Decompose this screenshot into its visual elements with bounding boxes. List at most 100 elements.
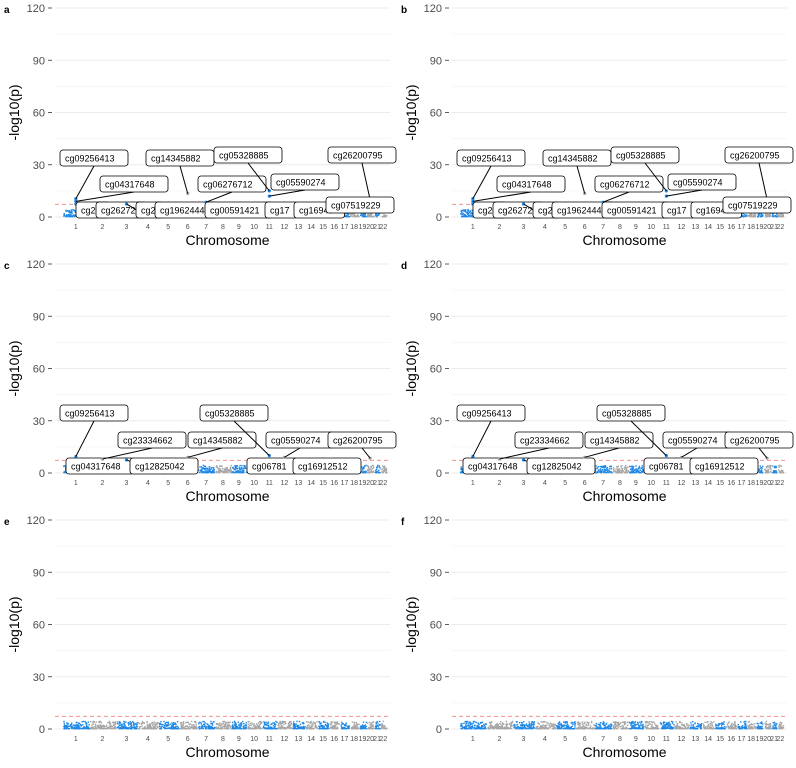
data-point: [229, 467, 232, 470]
data-point: [765, 214, 768, 216]
annotation-label: cg05328885: [219, 151, 269, 161]
data-point: [243, 467, 245, 470]
annotation-label: cg07519229: [331, 201, 381, 211]
annotation-label: cg05590274: [673, 178, 723, 188]
data-point: [363, 214, 365, 216]
data-point: [205, 471, 207, 473]
data-point: [468, 215, 470, 217]
data-point: [768, 213, 771, 215]
data-point: [74, 211, 77, 213]
data-point: [71, 212, 73, 215]
data-point: [225, 471, 227, 473]
data-point: [375, 469, 377, 472]
data-point: [367, 469, 369, 472]
data-point: [765, 216, 767, 218]
data-point: [379, 471, 381, 474]
data-point: [234, 468, 237, 471]
data-point: [197, 469, 200, 471]
x-tick-label: 14: [704, 224, 712, 231]
annotation-label: cg17: [270, 206, 290, 216]
data-point: [211, 471, 214, 474]
annotation-label: cg09256413: [65, 154, 115, 164]
data-point: [66, 215, 68, 218]
data-point: [238, 466, 241, 469]
data-point: [213, 471, 216, 474]
annotation-label: cg2: [538, 206, 553, 216]
data-point: [368, 472, 371, 474]
y-tick-label: 0: [39, 212, 45, 224]
data-point: [462, 215, 465, 217]
data-point: [371, 471, 374, 473]
y-tick-label: 30: [33, 160, 45, 172]
data-point: [372, 466, 375, 468]
x-tick-label: 1: [74, 224, 78, 231]
y-tick-label: 60: [430, 364, 442, 376]
x-tick-label: 2: [101, 224, 105, 231]
x-tick-label: 6: [583, 224, 587, 231]
y-tick-label: 90: [430, 311, 442, 323]
data-point: [384, 215, 386, 217]
data-point: [201, 472, 203, 474]
y-tick-label: 120: [424, 3, 442, 15]
panel-a: a0306090120-log10(p)cg09256413cg04317648…: [4, 3, 397, 248]
data-point: [226, 470, 228, 472]
data-point: [66, 210, 68, 212]
data-point: [367, 465, 370, 468]
data-point: [373, 215, 375, 217]
annotation-label: cg26200795: [333, 151, 383, 161]
annotation-label: cg26200795: [333, 436, 383, 446]
annotation-label: cg26200795: [730, 151, 780, 161]
x-tick-label: 1: [471, 224, 475, 231]
data-point: [199, 469, 202, 471]
x-tick-label: 4: [146, 480, 150, 487]
data-point: [772, 214, 774, 216]
data-point: [470, 215, 473, 217]
data-point: [204, 465, 207, 467]
x-tick-label: 14: [307, 480, 315, 487]
data-point: [468, 211, 470, 213]
data-point: [462, 209, 464, 211]
data-point: [465, 215, 467, 218]
data-point: [222, 471, 224, 473]
data-point: [461, 216, 463, 218]
data-point: [363, 215, 365, 218]
x-tick-label: 21: [373, 480, 381, 487]
data-point: [461, 469, 463, 471]
data-point: [70, 214, 72, 216]
x-tick-label: 4: [543, 224, 547, 231]
annotation-box: [59, 149, 129, 167]
x-tick-label: 15: [716, 224, 724, 231]
data-point: [382, 465, 384, 467]
y-tick-label: 120: [27, 259, 45, 271]
data-point: [383, 214, 385, 216]
annotation-label: cg14345882: [151, 154, 201, 164]
x-tick-label: 17: [341, 224, 349, 231]
data-point: [67, 213, 70, 216]
annotation-label: cg12825042: [135, 462, 185, 472]
data-point: [383, 215, 385, 217]
data-point: [241, 470, 244, 472]
data-point: [464, 209, 466, 211]
data-point: [239, 464, 241, 467]
data-point: [206, 471, 209, 474]
data-point: [370, 469, 373, 471]
data-point: [69, 211, 71, 213]
data-point: [224, 468, 226, 470]
x-tick-label: 15: [319, 480, 327, 487]
data-point: [382, 468, 384, 470]
x-tick-label: 11: [663, 224, 670, 231]
data-point: [204, 469, 207, 471]
data-point: [757, 216, 759, 218]
data-point: [368, 466, 370, 469]
annotation-box: [722, 196, 792, 214]
data-point: [243, 469, 245, 472]
data-point: [221, 470, 223, 473]
data-point: [380, 468, 383, 471]
data-point: [63, 215, 65, 217]
data-point: [219, 469, 221, 472]
data-point: [751, 214, 753, 216]
x-tick-label: 19: [756, 224, 764, 231]
data-point: [205, 467, 207, 469]
annotation-label: cg20: [81, 206, 101, 216]
